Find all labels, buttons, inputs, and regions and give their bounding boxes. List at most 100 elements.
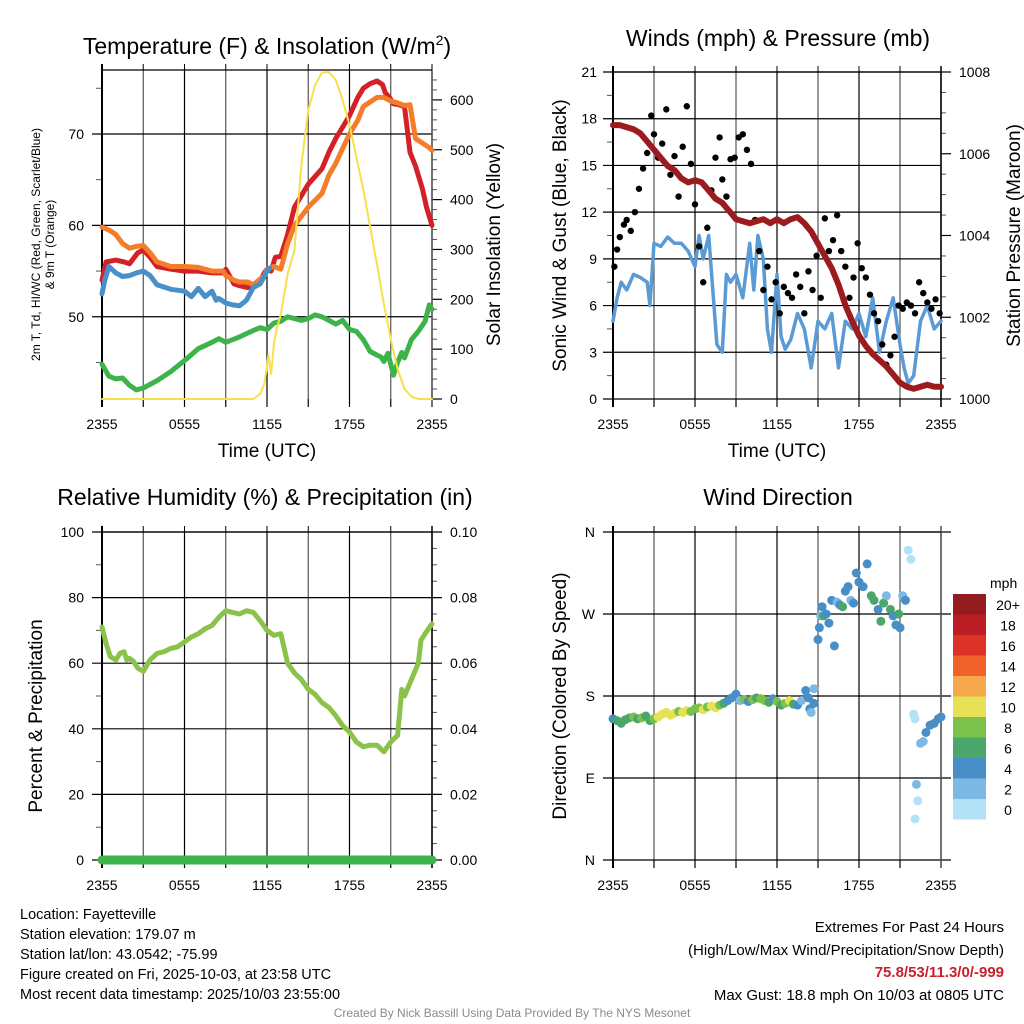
gust-point — [743, 146, 751, 154]
series-relative-humidity — [99, 608, 435, 755]
chart-wind: Winds (mph) & Pressure (mb) 2355 0555 1155 1… — [550, 25, 1024, 462]
y-tick-label-right: 400 — [450, 192, 474, 208]
colorbar-swatch — [953, 655, 986, 676]
x-tick-label: 1155 — [762, 877, 792, 893]
y-tick-label-right: 0.00 — [450, 852, 477, 868]
extremes-subtitle: (High/Low/Max Wind/Precipitation/Snow De… — [688, 941, 1004, 959]
extremes-title: Extremes For Past 24 Hours — [814, 919, 1004, 936]
y-tick-label-left: 100 — [61, 524, 85, 540]
gust-point — [760, 286, 767, 294]
y-tick-label-right: 600 — [450, 92, 474, 108]
wind-direction-point — [821, 609, 831, 619]
chart-title: Winds (mph) & Pressure (mb) — [626, 25, 930, 51]
wind-direction-point — [824, 618, 834, 628]
gust-point — [620, 221, 628, 228]
y-tick-label-left: 20 — [68, 786, 84, 802]
wind-direction-point — [813, 635, 823, 645]
figure-created-text: Figure created on Fri, 2025-10-03, at 23… — [20, 967, 332, 983]
station-info: Location: Fayetteville Station elevation… — [20, 905, 340, 1005]
gust-point — [756, 247, 763, 255]
gust-point — [671, 152, 678, 160]
y-tick-label-right: 100 — [450, 341, 474, 357]
gust-point — [809, 286, 816, 294]
colorbar-label: 16 — [1000, 638, 1016, 654]
gust-point — [936, 310, 943, 317]
gust-point — [862, 274, 870, 281]
y-tick-label-right: 300 — [450, 241, 474, 257]
elevation-text: Station elevation: 179.07 m — [20, 927, 196, 943]
wind-direction-point — [817, 602, 827, 612]
gust-point — [792, 271, 800, 278]
y-axis-label-left: 2m T, Td, HI/WC (Red, Green, Scarlet/Blu… — [29, 128, 43, 361]
gust-point — [643, 149, 651, 157]
gust-point — [928, 305, 935, 312]
x-tick-label: 2355 — [925, 877, 956, 893]
wind-direction-point — [900, 595, 910, 605]
gust-point — [768, 296, 775, 303]
colorbar-label: 18 — [1000, 618, 1016, 634]
gust-point — [679, 143, 686, 150]
wind-direction-point — [803, 693, 813, 703]
gust-point — [866, 291, 874, 298]
wind-direction-point — [869, 595, 879, 605]
x-tick-label: 0555 — [679, 416, 710, 432]
wind-direction-point — [838, 602, 848, 612]
gust-point — [850, 274, 857, 281]
y-tick-label-left: 40 — [68, 721, 84, 737]
colorbar-swatch — [953, 737, 986, 758]
gust-point — [817, 294, 824, 301]
x-tick-label: 1755 — [334, 877, 365, 893]
colorbar-swatch — [953, 635, 986, 656]
wind-direction-point — [921, 727, 931, 737]
gust-point — [907, 302, 915, 309]
gust-point — [764, 263, 771, 270]
y-tick-label-right: 0.02 — [450, 786, 477, 802]
x-tick-label: 1755 — [843, 416, 874, 432]
gust-point — [704, 224, 711, 231]
wind-direction-point — [876, 616, 886, 626]
y-tick-label-left: W — [582, 606, 596, 622]
y-tick-label-left: 50 — [68, 309, 84, 325]
y-tick-label-left: N — [585, 852, 595, 868]
gust-point — [731, 154, 738, 161]
series-heat-index-wind-chill — [99, 264, 273, 309]
wind-direction-point — [918, 737, 928, 747]
wind-direction-point — [910, 814, 920, 824]
gust-point — [648, 112, 655, 119]
y-tick-label-right: 0 — [450, 391, 458, 407]
gust-point — [887, 352, 894, 359]
gust-point — [874, 317, 882, 325]
recent-timestamp-text: Most recent data timestamp: 2025/10/03 2… — [20, 987, 341, 1003]
gust-point — [695, 243, 703, 250]
series-solar-insolation — [101, 71, 433, 400]
colorbar-swatch — [953, 778, 986, 799]
series-sonic-wind — [611, 233, 943, 386]
wind-direction-point — [858, 582, 868, 592]
wind-direction-point — [894, 609, 904, 619]
gust-point — [805, 268, 812, 275]
x-tick-label: 2355 — [416, 416, 447, 432]
gust-point — [683, 103, 690, 110]
x-tick-label: 0555 — [679, 877, 710, 893]
gust-point — [846, 294, 853, 301]
wind-direction-point — [814, 623, 824, 633]
x-tick-label: 2355 — [416, 877, 447, 893]
colorbar-label: 2 — [1004, 782, 1012, 798]
colorbar-label: 0 — [1004, 802, 1012, 818]
wind-direction-point — [913, 796, 923, 806]
gust-point — [858, 265, 865, 272]
gust-point — [899, 305, 906, 312]
colorbar-swatch — [953, 758, 986, 779]
gust-point — [616, 233, 624, 241]
gust-point — [631, 208, 639, 216]
y-axis-label-right: Solar Insolation (Yellow) — [484, 143, 505, 346]
x-tick-label: 2355 — [597, 877, 628, 893]
wind-direction-point — [851, 568, 861, 578]
gust-point — [891, 333, 898, 340]
y-tick-label-right: 0.10 — [450, 524, 477, 540]
x-tick-label: 2355 — [925, 416, 956, 432]
y-tick-label-right: 1006 — [959, 146, 990, 162]
colorbar-label: 12 — [1000, 679, 1016, 695]
wind-direction-point — [906, 554, 916, 564]
wind-direction-point — [797, 696, 807, 706]
